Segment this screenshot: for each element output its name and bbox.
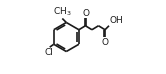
Text: CH$_3$: CH$_3$ — [53, 5, 71, 18]
Text: O: O — [82, 9, 89, 18]
Text: O: O — [101, 38, 108, 47]
Text: OH: OH — [110, 16, 123, 25]
Text: Cl: Cl — [45, 48, 54, 57]
